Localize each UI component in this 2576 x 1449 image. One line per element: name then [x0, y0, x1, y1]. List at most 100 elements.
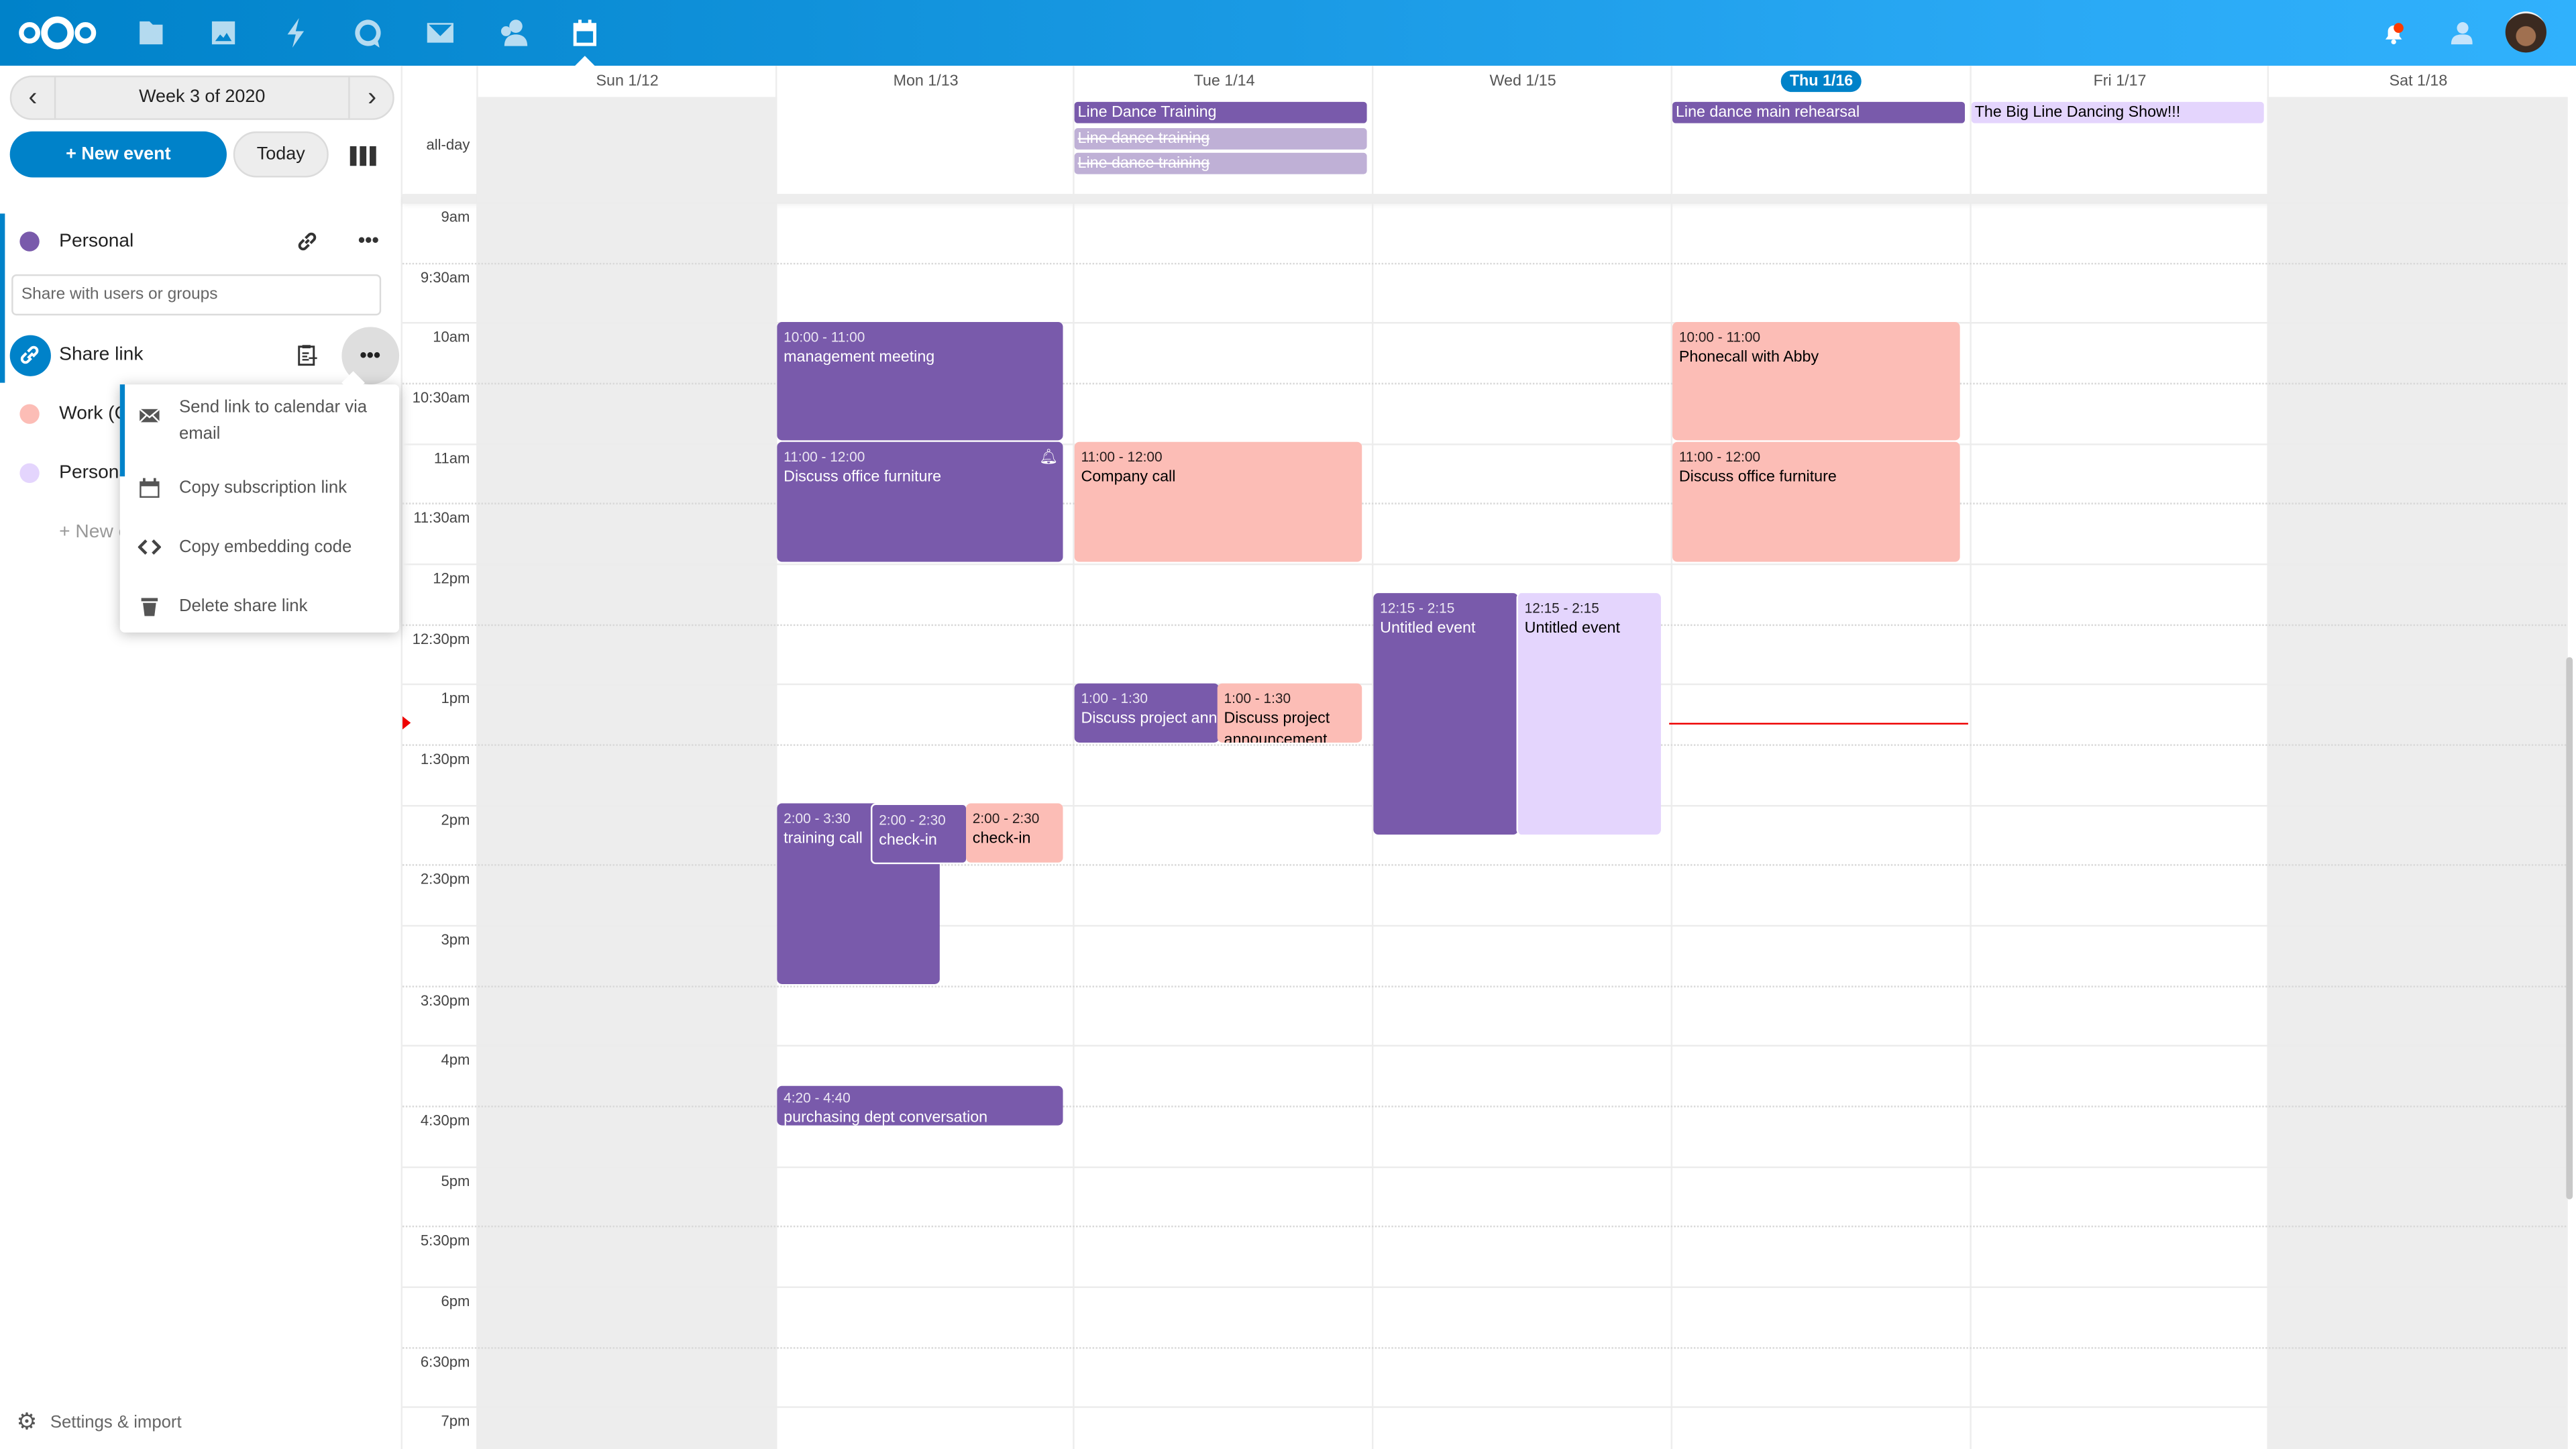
- time-slot[interactable]: [402, 1045, 2567, 1106]
- day-column[interactable]: [775, 97, 1075, 1449]
- time-slot[interactable]: [402, 1286, 2567, 1347]
- gear-icon: ⚙: [16, 1407, 38, 1434]
- time-label: 4pm: [441, 1052, 470, 1069]
- time-label: 1:30pm: [420, 751, 470, 767]
- event[interactable]: 4:20 - 4:40 purchasing dept conversation: [777, 1085, 1063, 1126]
- time-label: 1pm: [441, 690, 470, 707]
- day-header[interactable]: Tue 1/14: [1073, 65, 1373, 97]
- time-label: 5pm: [441, 1172, 470, 1189]
- folder-icon[interactable]: [135, 16, 168, 49]
- new-calendar-button[interactable]: + New c: [0, 508, 401, 557]
- contacts-icon[interactable]: [496, 16, 529, 49]
- time-slot[interactable]: [402, 1407, 2567, 1449]
- day-header[interactable]: Mon 1/13: [775, 65, 1075, 97]
- all-day-event[interactable]: The Big Line Dancing Show!!!: [1971, 101, 2264, 123]
- new-event-button[interactable]: + New event: [9, 131, 227, 178]
- day-column[interactable]: [1969, 97, 2269, 1449]
- previous-week-button[interactable]: ‹: [11, 77, 56, 119]
- time-slot[interactable]: [402, 503, 2567, 564]
- settings-import-button[interactable]: ⚙ Settings & import: [16, 1408, 181, 1436]
- event[interactable]: 1:00 - 1:30 Discuss project announcement: [1217, 683, 1362, 743]
- menu-item-copy-embed[interactable]: Copy embedding code: [120, 534, 399, 560]
- time-slot[interactable]: [402, 1166, 2567, 1226]
- time-label: 10am: [433, 329, 470, 346]
- week-label[interactable]: Week 3 of 2020: [139, 87, 266, 107]
- share-with-users-input[interactable]: Share with users or groups: [11, 274, 382, 316]
- share-link-menu: Send link to calendar via email Copy sub…: [119, 371, 400, 633]
- current-time-line: [1669, 722, 1968, 725]
- day-column[interactable]: [1372, 97, 1672, 1449]
- trash-icon: [138, 595, 161, 618]
- event-title: Untitled event: [1380, 619, 1476, 638]
- copy-to-clipboard-icon[interactable]: [296, 343, 319, 372]
- current-time-marker: [402, 716, 411, 730]
- time-slot[interactable]: [402, 924, 2567, 985]
- menu-item-label: Copy subscription link: [178, 478, 347, 498]
- user-avatar[interactable]: [2505, 11, 2546, 53]
- time-slot[interactable]: [402, 985, 2567, 1046]
- today-button[interactable]: Today: [233, 131, 329, 178]
- more-options-icon[interactable]: •••: [358, 228, 379, 252]
- day-header[interactable]: Sun 1/12: [476, 65, 776, 97]
- time-slot[interactable]: [402, 443, 2567, 503]
- time-label: 10:30am: [412, 389, 470, 406]
- menu-item-delete-share[interactable]: Delete share link: [120, 593, 399, 619]
- calendar-item-personal-2[interactable]: Persona: [0, 449, 401, 498]
- time-slot[interactable]: [402, 865, 2567, 925]
- time-label: 9am: [441, 209, 470, 225]
- day-column[interactable]: [476, 97, 777, 1449]
- event[interactable]: 2:00 - 2:30 check-in: [870, 803, 968, 865]
- time-label: 7pm: [441, 1413, 470, 1430]
- day-header[interactable]: Fri 1/17: [1969, 65, 2269, 97]
- calendar-icon[interactable]: [568, 16, 601, 49]
- event[interactable]: 11:00 - 12:00 Company call: [1074, 441, 1362, 562]
- event[interactable]: 1:00 - 1:30 Discuss project announcement: [1074, 683, 1220, 743]
- time-slot[interactable]: [402, 322, 2567, 383]
- event[interactable]: 2:00 - 2:30 check-in: [966, 803, 1063, 863]
- time-slot[interactable]: [402, 1226, 2567, 1287]
- view-columns-icon[interactable]: [350, 145, 376, 174]
- day-column[interactable]: [1670, 97, 1970, 1449]
- time-slot[interactable]: [402, 564, 2567, 624]
- day-header[interactable]: Thu 1/16: [1670, 65, 1970, 97]
- event-title: Company call: [1081, 468, 1176, 486]
- next-week-button[interactable]: ›: [348, 77, 394, 119]
- all-day-event-cancelled[interactable]: Line dance training: [1074, 128, 1367, 150]
- event[interactable]: 11:00 - 12:00 Discuss office furniture 🔔︎: [777, 441, 1063, 562]
- scrollbar[interactable]: [2566, 657, 2573, 1199]
- all-day-event-cancelled[interactable]: Line dance training: [1074, 152, 1367, 174]
- calendar-item-work[interactable]: Work (C: [0, 389, 401, 438]
- nextcloud-logo[interactable]: [16, 13, 98, 61]
- event[interactable]: 11:00 - 12:00 Discuss office furniture: [1672, 441, 1960, 562]
- time-slot[interactable]: [402, 1346, 2567, 1407]
- day-column[interactable]: [2267, 97, 2568, 1449]
- lightning-icon[interactable]: [279, 16, 312, 49]
- day-header[interactable]: Wed 1/15: [1372, 65, 1672, 97]
- calendar-name: Work (C: [59, 404, 128, 424]
- time-slot[interactable]: [402, 1106, 2567, 1166]
- share-link-icon[interactable]: [296, 230, 319, 258]
- menu-item-label: Copy embedding code: [178, 537, 352, 557]
- menu-item-copy-subscription[interactable]: Copy subscription link: [120, 475, 399, 501]
- contacts-menu-icon[interactable]: [2447, 19, 2473, 54]
- mail-icon[interactable]: [424, 16, 457, 49]
- event[interactable]: 10:00 - 11:00 Phonecall with Abby: [1672, 322, 1960, 441]
- all-day-event[interactable]: Line dance main rehearsal: [1672, 101, 1966, 123]
- time-slot[interactable]: [402, 382, 2567, 443]
- calendar-item-personal[interactable]: Personal •••: [0, 217, 401, 266]
- event[interactable]: 10:00 - 11:00 management meeting: [777, 322, 1063, 441]
- all-day-event[interactable]: Line Dance Training: [1074, 101, 1367, 123]
- day-column[interactable]: [1073, 97, 1373, 1449]
- menu-item-send-email[interactable]: Send link to calendar via email: [120, 394, 399, 460]
- time-label: 5:30pm: [420, 1232, 470, 1250]
- event[interactable]: 12:15 - 2:15 Untitled event: [1516, 593, 1661, 835]
- time-slot[interactable]: [402, 262, 2567, 323]
- image-icon[interactable]: [207, 16, 240, 49]
- time-slot[interactable]: [402, 202, 2567, 262]
- chat-icon[interactable]: [352, 16, 384, 49]
- event[interactable]: 12:15 - 2:15 Untitled event: [1373, 593, 1518, 835]
- notifications-bell-icon[interactable]: [2382, 21, 2405, 53]
- day-label: Thu 1/16: [1781, 70, 1862, 93]
- event-time: 12:15 - 2:15: [1380, 599, 1455, 616]
- day-header[interactable]: Sat 1/18: [2267, 65, 2567, 97]
